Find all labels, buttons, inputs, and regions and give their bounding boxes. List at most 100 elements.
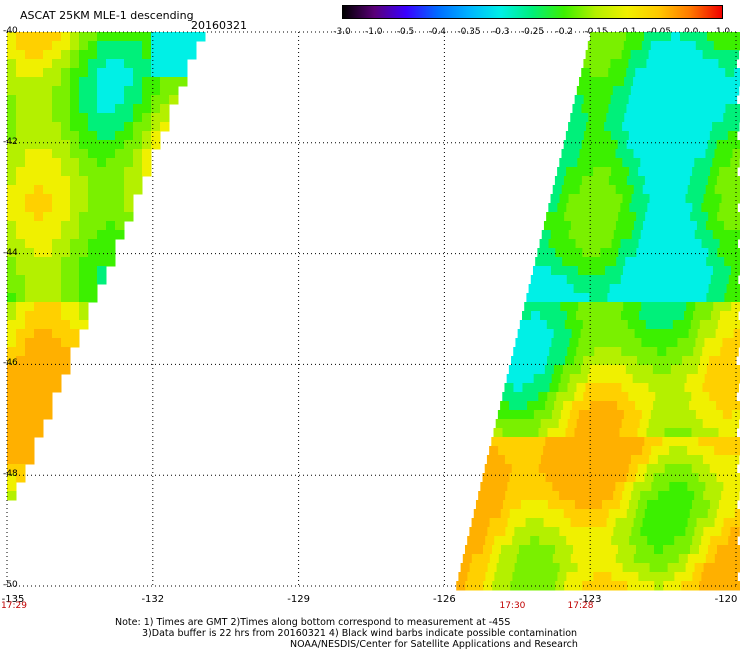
data-cell xyxy=(97,149,107,159)
data-cell xyxy=(649,563,660,573)
data-cell xyxy=(61,122,71,132)
data-cell xyxy=(16,32,26,42)
data-cell xyxy=(639,455,650,465)
data-cell xyxy=(70,338,80,348)
data-cell xyxy=(693,419,704,429)
data-cell xyxy=(43,293,53,303)
data-cell xyxy=(667,266,678,276)
data-cell xyxy=(491,473,502,483)
data-cell xyxy=(694,563,705,573)
data-cell xyxy=(142,68,152,78)
data-cell xyxy=(547,392,557,402)
data-cell xyxy=(115,185,125,195)
data-cell xyxy=(7,473,17,483)
data-cell xyxy=(599,473,610,483)
data-cell xyxy=(620,536,630,546)
data-cell xyxy=(567,311,577,321)
data-cell xyxy=(541,266,552,276)
data-cell xyxy=(52,185,62,195)
data-cell xyxy=(655,356,665,366)
data-cell xyxy=(61,176,71,186)
data-cell xyxy=(505,491,515,501)
data-cell xyxy=(52,275,62,285)
data-cell xyxy=(598,293,608,303)
data-cell xyxy=(7,32,17,42)
data-cell xyxy=(548,572,558,582)
data-cell xyxy=(34,131,44,141)
data-cell xyxy=(730,158,740,168)
data-cell xyxy=(657,347,667,357)
data-cell xyxy=(633,446,643,456)
data-cell xyxy=(647,536,657,546)
data-cell xyxy=(687,482,697,492)
data-cell xyxy=(61,50,71,60)
data-cell xyxy=(34,167,44,177)
data-cell xyxy=(52,122,62,132)
data-cell xyxy=(61,194,71,204)
data-cell xyxy=(643,293,653,303)
data-cell xyxy=(650,338,660,348)
data-cell xyxy=(690,284,701,294)
data-cell xyxy=(7,239,17,249)
data-cell xyxy=(25,104,35,114)
data-cell xyxy=(623,338,633,348)
data-cell xyxy=(678,446,688,456)
data-cell xyxy=(689,545,700,555)
data-cell xyxy=(531,383,541,393)
data-cell xyxy=(52,221,62,231)
data-cell xyxy=(619,59,629,69)
data-cell xyxy=(489,518,500,528)
data-cell xyxy=(664,95,675,105)
data-cell xyxy=(669,446,679,456)
data-cell xyxy=(660,221,671,231)
data-cell xyxy=(624,113,634,123)
data-cell xyxy=(70,158,80,168)
data-cell xyxy=(61,68,71,78)
data-cell xyxy=(552,482,562,492)
data-cell xyxy=(547,356,557,366)
data-cell xyxy=(544,257,554,267)
data-cell xyxy=(70,68,80,78)
data-cell xyxy=(115,95,125,105)
data-cell xyxy=(88,176,98,186)
data-cell xyxy=(624,518,635,528)
data-cell xyxy=(629,572,639,582)
data-cell xyxy=(25,293,35,303)
data-cell xyxy=(654,284,665,294)
data-cell xyxy=(678,554,689,564)
data-cell xyxy=(680,401,690,411)
data-cell xyxy=(720,347,730,357)
data-cell xyxy=(7,356,17,366)
data-cell xyxy=(513,347,523,357)
data-cell xyxy=(587,302,597,312)
data-cell xyxy=(683,203,693,213)
data-cell xyxy=(659,338,669,348)
data-cell xyxy=(473,545,484,555)
data-cell xyxy=(577,158,587,168)
data-cell xyxy=(97,59,107,69)
data-cell xyxy=(610,464,621,474)
data-cell xyxy=(70,41,80,51)
data-cell xyxy=(619,95,630,105)
data-cell xyxy=(16,221,26,231)
data-cell xyxy=(7,176,17,186)
data-cell xyxy=(43,257,53,267)
data-cell xyxy=(586,230,597,240)
data-cell xyxy=(640,527,650,537)
data-cell xyxy=(632,374,643,384)
data-cell xyxy=(565,392,575,402)
data-cell xyxy=(34,383,44,393)
data-cell xyxy=(668,338,678,348)
data-cell xyxy=(663,320,674,330)
data-cell xyxy=(487,491,497,501)
data-cell xyxy=(669,77,679,87)
data-cell xyxy=(531,455,542,465)
data-cell xyxy=(79,266,89,276)
data-cell xyxy=(726,212,736,222)
data-cell xyxy=(16,266,26,276)
data-cell xyxy=(25,455,35,465)
data-cell xyxy=(566,275,577,285)
data-cell xyxy=(715,293,725,303)
data-cell xyxy=(622,194,633,204)
data-cell xyxy=(673,95,684,105)
